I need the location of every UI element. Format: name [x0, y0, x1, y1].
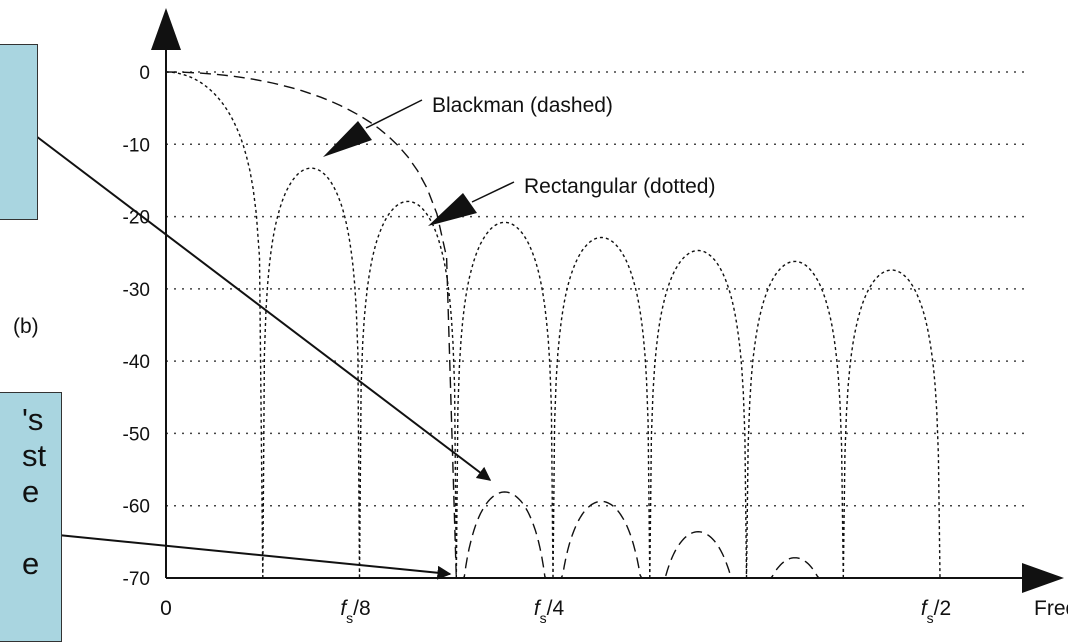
y-tick-label: -60 — [123, 497, 150, 518]
series-blackman — [165, 71, 940, 579]
axes — [151, 8, 1064, 593]
blackman-arrowhead — [323, 121, 372, 157]
x-tick-label: 0 — [160, 597, 172, 620]
callout-arrow-floor — [57, 534, 452, 580]
rectangular-pointer — [471, 181, 515, 203]
series-rectangular — [165, 71, 941, 579]
callout-arrow-sidelobe — [27, 129, 492, 481]
x-tick-label: fs/4 — [534, 597, 565, 626]
y-tick-label: -40 — [123, 352, 150, 373]
y-tick-label: -50 — [123, 424, 150, 445]
y-tick-label: -30 — [123, 280, 150, 301]
annotation-blackman: Blackman (dashed) — [432, 94, 613, 117]
y-tick-label: -20 — [123, 208, 150, 229]
y-tick-label: -70 — [123, 569, 150, 590]
rectangular-arrowhead — [428, 193, 477, 226]
callout-box-bottom — [0, 392, 62, 642]
curves — [165, 71, 941, 579]
x-tick-label: fs/8 — [340, 597, 370, 626]
y-tick-label: 0 — [139, 63, 150, 84]
x-axis-arrowhead — [1022, 563, 1064, 593]
callout-text-bottom: 's st e e — [22, 402, 47, 581]
blackman-pointer — [365, 99, 423, 129]
annotations: Blackman (dashed) Rectangular (dotted) (b) — [13, 94, 715, 580]
y-tick-label: -10 — [123, 135, 150, 156]
y-axis-arrowhead — [151, 8, 181, 50]
x-tick-label: fs/2 — [921, 597, 951, 626]
annotation-b: (b) — [13, 315, 39, 338]
grid — [166, 71, 1025, 507]
x-axis-label: Freq — [1034, 597, 1068, 620]
callout-box-top — [0, 44, 38, 220]
ticks: 0 -10 -20 -30 -40 -50 -60 -70 0 fs/8 fs/4 fs/2 Freq — [123, 63, 1068, 626]
annotation-rectangular: Rectangular (dotted) — [524, 175, 715, 198]
